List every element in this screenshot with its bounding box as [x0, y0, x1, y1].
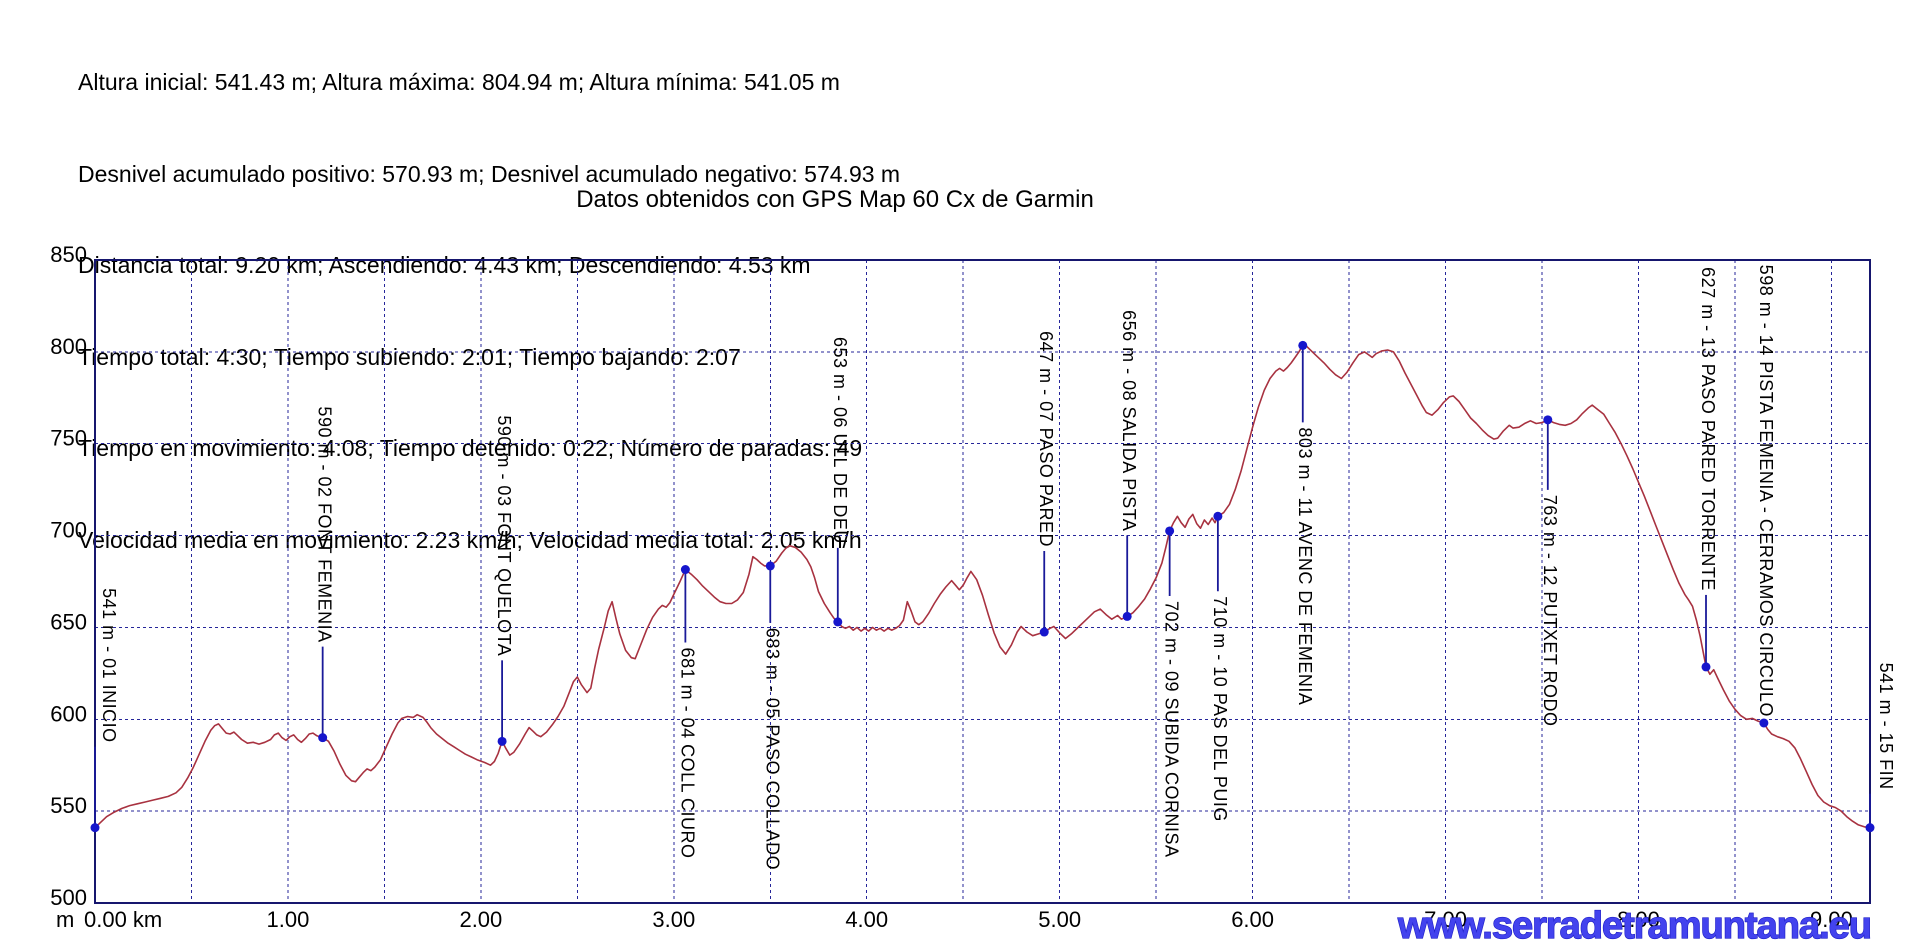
gridlines	[95, 260, 1870, 903]
waypoint-dot	[1039, 627, 1049, 637]
waypoint-dot	[1701, 662, 1711, 672]
y-axis-tick-label: 700	[50, 518, 87, 543]
waypoint: 598 m - 14 PISTA FEMENIA - CERRAMOS CIRC…	[1756, 265, 1776, 728]
x-axis-tick-label: 5.00	[1038, 907, 1081, 932]
waypoint-dot	[1165, 526, 1175, 536]
waypoint-label: 803 m - 11 AVENC DE FEMENIA	[1295, 427, 1315, 705]
x-axis-tick-label: 3.00	[652, 907, 695, 932]
waypoint-label: 763 m - 12 PUTXET RODO	[1540, 495, 1560, 727]
waypoint-dot	[1759, 718, 1769, 728]
stats-line-tiempo: Tiempo total: 4:30; Tiempo subiendo: 2:0…	[78, 343, 741, 370]
x-axis-tick-label: 4.00	[845, 907, 888, 932]
x-axis-tick-label: 2.00	[459, 907, 502, 932]
y-axis-tick-label: 650	[50, 609, 87, 634]
waypoint: 541 m - 15 FIN	[1865, 663, 1896, 833]
waypoint-dot	[1865, 823, 1875, 833]
y-axis-unit-label: m	[56, 907, 74, 932]
y-axis-tick-label: 600	[50, 701, 87, 726]
y-axis-tick-label: 750	[50, 426, 87, 451]
waypoint-label: 541 m - 01 INICIO	[99, 588, 119, 743]
waypoint-dot	[497, 736, 507, 746]
waypoint-label: 541 m - 15 FIN	[1876, 663, 1896, 790]
waypoint-dot	[833, 617, 843, 627]
waypoint: 590 m - 02 FONT FEMENIA	[315, 406, 335, 743]
waypoint: 702 m - 09 SUBIDA CORNISA	[1162, 526, 1182, 858]
waypoint: 590 m - 03 FONT QUELOTA	[494, 415, 514, 746]
x-axis-tick-label: 1.00	[267, 907, 310, 932]
waypoint: 803 m - 11 AVENC DE FEMENIA	[1295, 340, 1315, 705]
waypoint: 541 m - 01 INICIO	[90, 588, 119, 833]
chart-title: Datos obtenidos con GPS Map 60 Cx de Gar…	[576, 186, 1094, 213]
waypoint-label: 681 m - 04 COLL CIURO	[677, 648, 697, 859]
stats-line-desnivel: Desnivel acumulado positivo: 570.93 m; D…	[78, 160, 901, 187]
waypoint-dot	[1543, 415, 1553, 425]
stats-line-velocidad: Velocidad media en movimiento: 2.23 km/h…	[78, 526, 862, 553]
x-axis-tick-label: 6.00	[1231, 907, 1274, 932]
waypoint-label: 590 m - 03 FONT QUELOTA	[494, 415, 514, 656]
stats-block: Altura inicial: 541.43 m; Altura máxima:…	[78, 6, 900, 616]
waypoint-dot	[318, 733, 328, 743]
waypoint-label: 656 m - 08 SALIDA PISTA	[1119, 310, 1139, 531]
stats-line-distancia: Distancia total: 9.20 km; Ascendiendo: 4…	[78, 252, 811, 278]
waypoint-label: 590 m - 02 FONT FEMENIA	[315, 406, 335, 642]
waypoint-label: 653 m - 06 ULL DE DEU	[830, 337, 850, 544]
waypoint-label: 683 m - 05 PASO COLLADO	[762, 628, 782, 870]
y-axis-tick-label: 800	[50, 334, 87, 359]
waypoint-label: 627 m - 13 PASO PARED TORRENTE	[1698, 267, 1718, 591]
waypoint-dot	[90, 823, 100, 833]
waypoint-label: 702 m - 09 SUBIDA CORNISA	[1162, 601, 1182, 858]
waypoint: 653 m - 06 ULL DE DEU	[830, 337, 850, 627]
elevation-profile-line	[94, 344, 1871, 829]
waypoint: 681 m - 04 COLL CIURO	[677, 565, 697, 858]
y-axis-tick-label: 850	[50, 242, 87, 267]
stats-line-altura: Altura inicial: 541.43 m; Altura máxima:…	[78, 69, 840, 95]
waypoint-dot	[1122, 611, 1132, 621]
x-axis-tick-label: 7.00	[1424, 907, 1467, 932]
x-axis-tick-label: 8.00	[1617, 907, 1660, 932]
y-axis-tick-label: 550	[50, 793, 87, 818]
waypoint-dot	[1298, 340, 1308, 350]
waypoint: 683 m - 05 PASO COLLADO	[762, 561, 782, 870]
waypoint: 627 m - 13 PASO PARED TORRENTE	[1698, 267, 1718, 672]
waypoint-dot	[1213, 511, 1223, 521]
waypoint-label: 647 m - 07 PASO PARED	[1036, 331, 1056, 547]
y-axis-tick-label: 500	[50, 885, 87, 910]
waypoint-dot	[680, 565, 690, 575]
x-axis-tick-label: 0.00 km	[84, 907, 162, 932]
waypoint-label: 598 m - 14 PISTA FEMENIA - CERRAMOS CIRC…	[1756, 265, 1776, 717]
waypoint-dot	[765, 561, 775, 571]
waypoint: 763 m - 12 PUTXET RODO	[1540, 415, 1560, 727]
stats-line-movimiento: Tiempo en movimiento: 4:08; Tiempo deten…	[78, 435, 863, 461]
watermark-text: www.serradetramuntana.eu	[1397, 905, 1871, 947]
waypoint-label: 710 m - 10 PAS DEL PUIG	[1210, 596, 1230, 822]
waypoint: 656 m - 08 SALIDA PISTA	[1119, 310, 1139, 621]
x-axis-tick-label: 9.00	[1810, 907, 1853, 932]
waypoint: 710 m - 10 PAS DEL PUIG	[1210, 511, 1230, 822]
plot-border	[94, 259, 1871, 904]
waypoint: 647 m - 07 PASO PARED	[1036, 331, 1056, 637]
